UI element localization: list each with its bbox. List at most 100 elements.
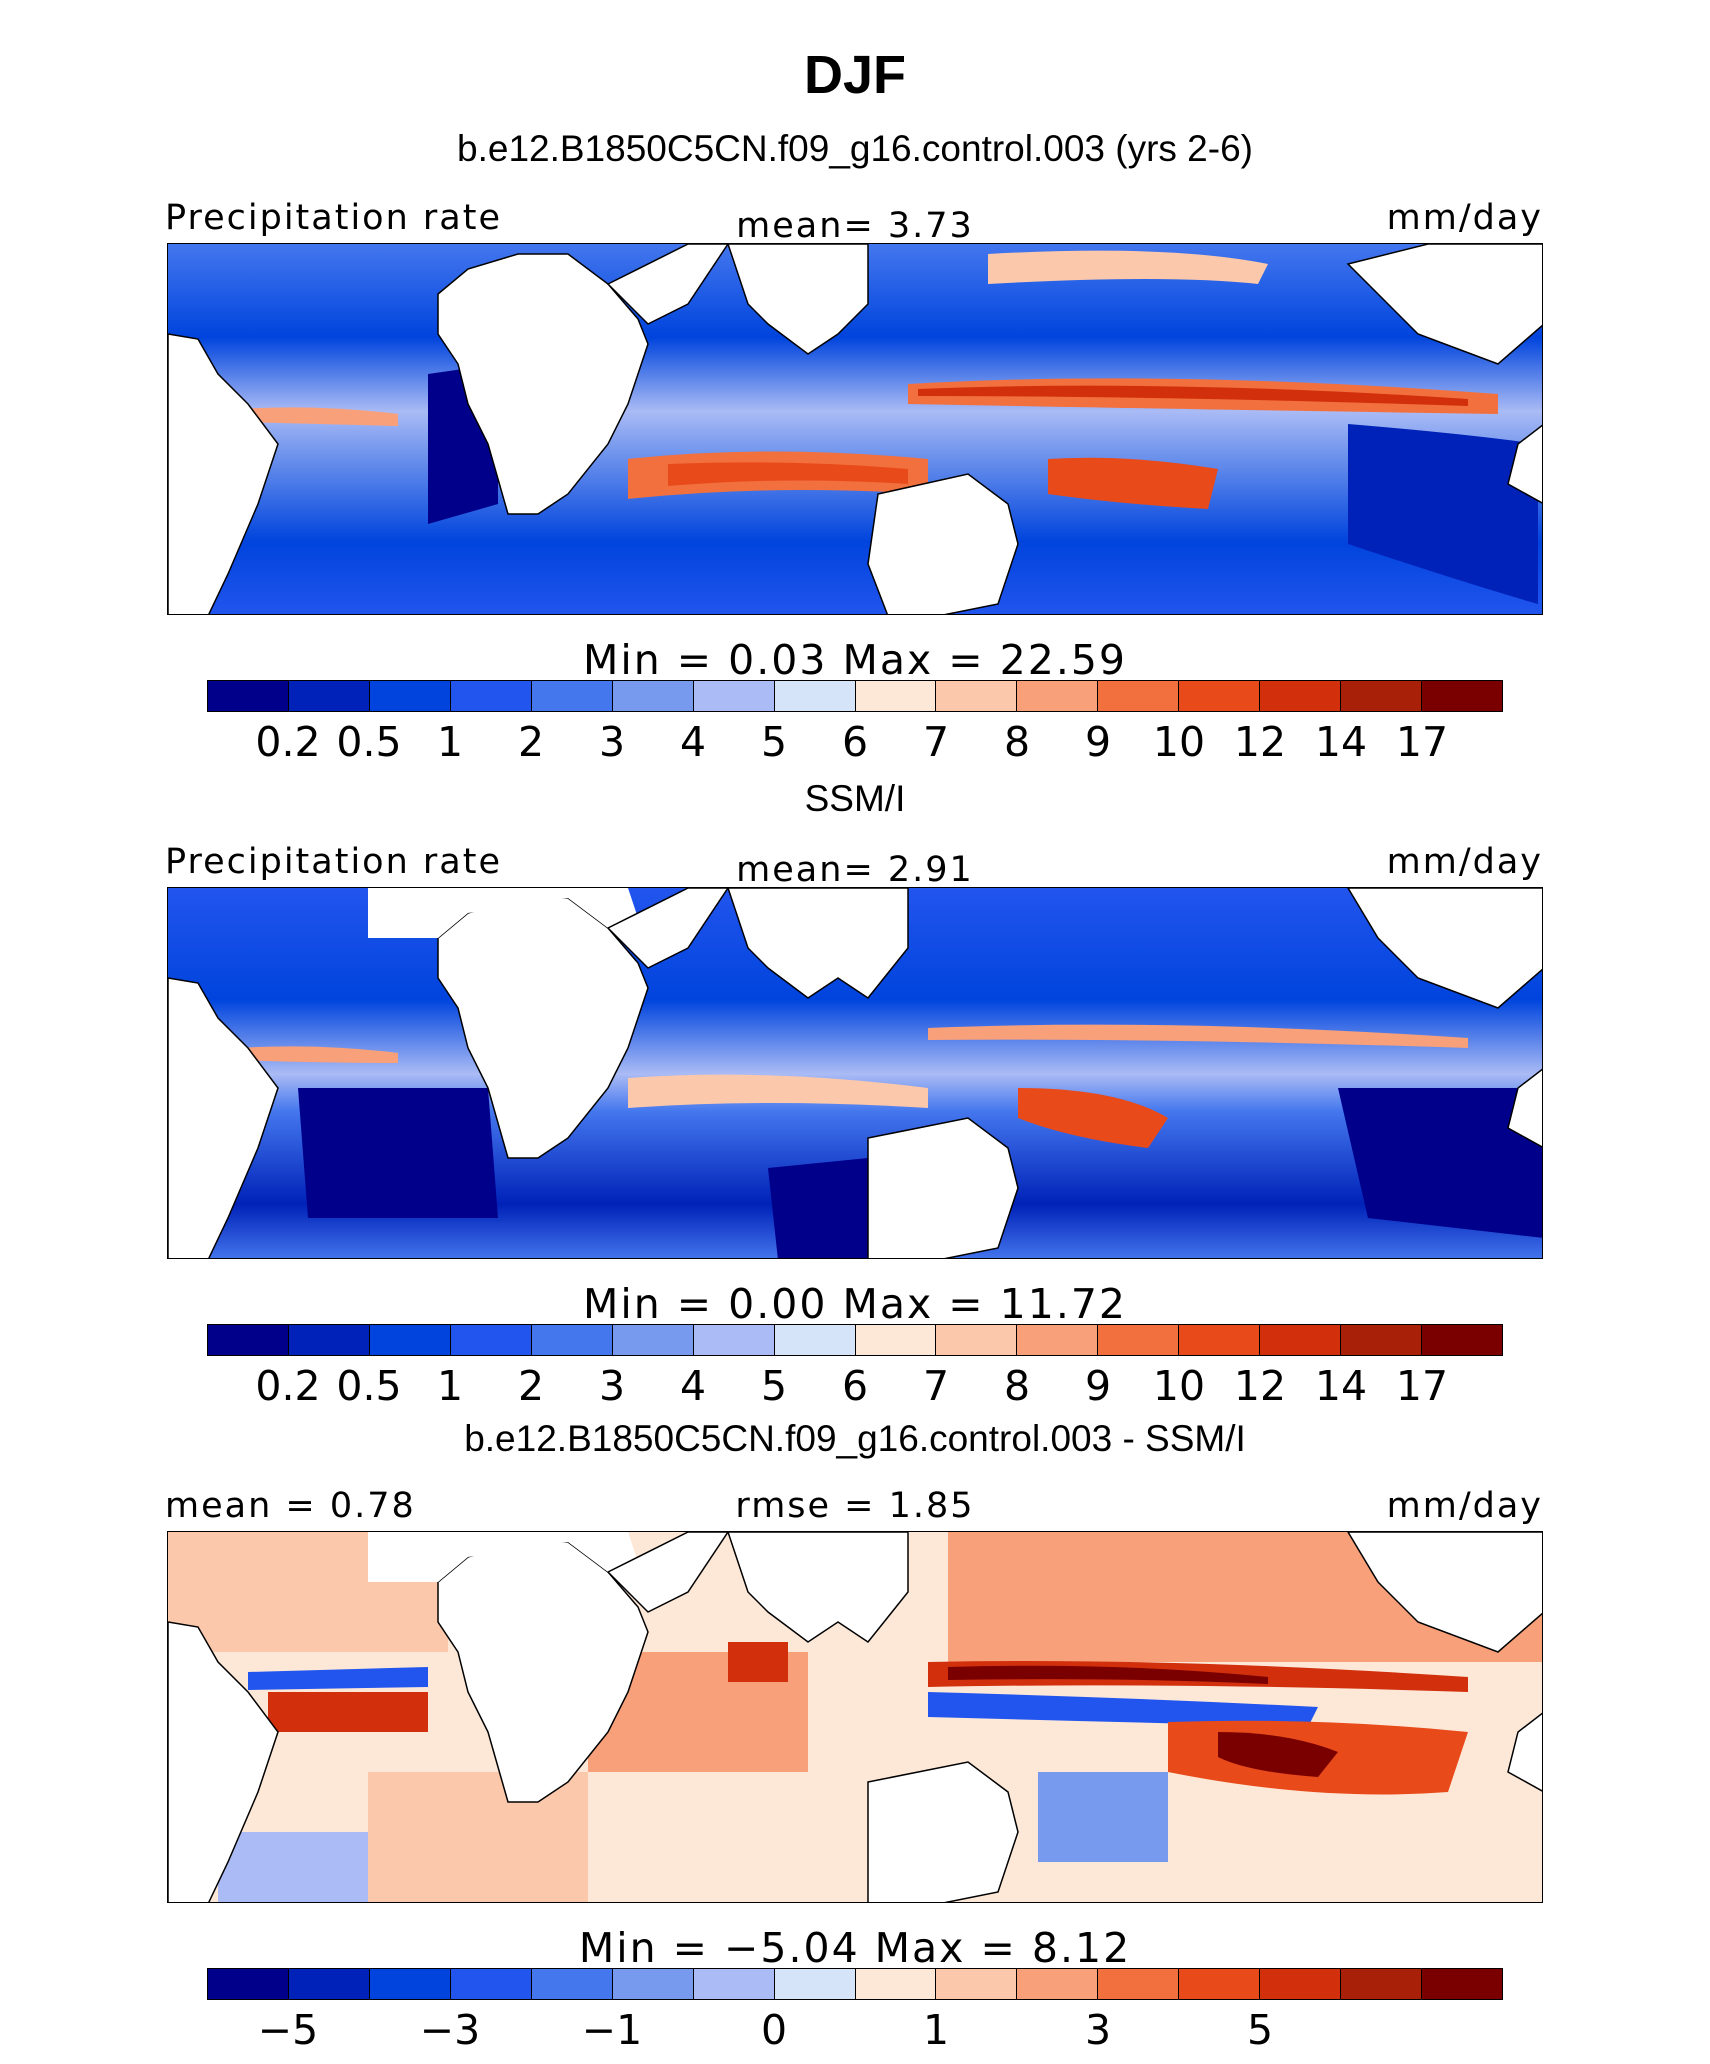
- colorbar-tick-label: 4: [679, 1362, 707, 1410]
- colorbar-swatch: [1341, 1325, 1423, 1355]
- colorbar-tick-label: 4: [679, 718, 707, 766]
- colorbar-swatch: [1260, 681, 1342, 711]
- panel-rmse-label: rmse = 1.85: [735, 1486, 975, 1526]
- colorbar-swatch: [693, 681, 775, 711]
- panel-mean-label: mean= 2.91: [736, 850, 974, 890]
- colorbar-swatch: [1179, 1969, 1261, 1999]
- colorbar-swatch: [774, 681, 856, 711]
- map-model: [167, 243, 1543, 615]
- colorbar-swatch: [531, 681, 613, 711]
- panel-left-label: Precipitation rate: [165, 198, 502, 238]
- colorbar-swatch: [1422, 681, 1502, 711]
- map-difference: [167, 1531, 1543, 1903]
- panel-title: SSM/I: [804, 778, 906, 819]
- colorbar-swatch: [936, 681, 1018, 711]
- colorbar-swatch: [1260, 1325, 1342, 1355]
- colorbar-tick-label: 6: [841, 718, 869, 766]
- colorbar-tick-label: −1: [581, 2006, 643, 2054]
- panel-units-label: mm/day: [1386, 1486, 1543, 1526]
- colorbar-tick-label: 2: [517, 1362, 545, 1410]
- season-title: DJF: [803, 45, 907, 105]
- colorbar-swatch: [855, 681, 937, 711]
- colorbar-tick-label: 17: [1395, 1362, 1449, 1410]
- colorbar-tick-label: 5: [760, 718, 788, 766]
- colorbar-tick-label: 14: [1314, 1362, 1368, 1410]
- colorbar-swatch: [1017, 1969, 1099, 1999]
- colorbar-tick-label: 17: [1395, 718, 1449, 766]
- colorbar-swatch: [693, 1325, 775, 1355]
- colorbar-swatch: [1179, 1325, 1261, 1355]
- colorbar-swatch: [612, 681, 694, 711]
- colorbar-tick-label: 9: [1084, 1362, 1112, 1410]
- colorbar-swatch: [1422, 1325, 1502, 1355]
- colorbar-tick-label: 7: [922, 718, 950, 766]
- colorbar-tick-label: 14: [1314, 718, 1368, 766]
- panel-left-label: Precipitation rate: [165, 842, 502, 882]
- colorbar-stats: Min = −5.04 Max = 8.12: [578, 1924, 1132, 1972]
- panel-units-label: mm/day: [1386, 198, 1543, 238]
- colorbar-swatch: [369, 1969, 451, 1999]
- map-plot: [168, 1532, 1542, 1902]
- colorbar-stats: Min = 0.00 Max = 11.72: [582, 1280, 1128, 1328]
- colorbar-swatch: [774, 1969, 856, 1999]
- colorbar-swatch: [531, 1325, 613, 1355]
- colorbar-tick-label: 0.2: [255, 718, 321, 766]
- colorbar-swatch: [1341, 681, 1423, 711]
- colorbar-swatch: [1098, 681, 1180, 711]
- colorbar-tick-label: 12: [1233, 718, 1287, 766]
- colorbar-tick-label: 9: [1084, 718, 1112, 766]
- colorbar-tick-label: 0: [760, 2006, 788, 2054]
- colorbar-tick-label: 0.5: [336, 718, 402, 766]
- colorbar-swatch: [1422, 1969, 1502, 1999]
- colorbar-tick-label: 2: [517, 718, 545, 766]
- colorbar-tick-label: 12: [1233, 1362, 1287, 1410]
- colorbar-swatch: [855, 1969, 937, 1999]
- colorbar: [207, 1324, 1503, 1356]
- colorbar-tick-label: 10: [1152, 718, 1206, 766]
- colorbar-swatch: [450, 1325, 532, 1355]
- colorbar-swatch: [208, 1325, 289, 1355]
- colorbar-stats: Min = 0.03 Max = 22.59: [582, 636, 1128, 684]
- colorbar-swatch: [208, 681, 289, 711]
- colorbar-tick-label: 0.2: [255, 1362, 321, 1410]
- model-title: b.e12.B1850C5CN.f09_g16.control.003 (yrs…: [457, 128, 1253, 169]
- colorbar-tick-label: 1: [436, 718, 464, 766]
- panel-mean-label: mean = 0.78: [165, 1486, 416, 1526]
- map-plot: [168, 244, 1542, 614]
- colorbar-swatch: [450, 681, 532, 711]
- colorbar-tick-label: 5: [1246, 2006, 1274, 2054]
- colorbar-tick-label: 3: [598, 718, 626, 766]
- colorbar-tick-label: 1: [436, 1362, 464, 1410]
- colorbar-swatch: [1017, 1325, 1099, 1355]
- colorbar-tick-label: 8: [1003, 1362, 1031, 1410]
- colorbar-tick-label: 7: [922, 1362, 950, 1410]
- colorbar-swatch: [208, 1969, 289, 1999]
- colorbar-tick-label: 3: [1084, 2006, 1112, 2054]
- colorbar-swatch: [855, 1325, 937, 1355]
- colorbar-swatch: [693, 1969, 775, 1999]
- colorbar-tick-label: 8: [1003, 718, 1031, 766]
- colorbar-tick-label: 10: [1152, 1362, 1206, 1410]
- panel-mean-label: mean= 3.73: [736, 206, 974, 246]
- panel-units-label: mm/day: [1386, 842, 1543, 882]
- panel-title: b.e12.B1850C5CN.f09_g16.control.003 - SS…: [464, 1418, 1246, 1459]
- colorbar-swatch: [288, 1969, 370, 1999]
- colorbar-swatch: [369, 681, 451, 711]
- colorbar-swatch: [612, 1325, 694, 1355]
- colorbar-swatch: [288, 1325, 370, 1355]
- map-plot: [168, 888, 1542, 1258]
- colorbar-tick-label: 1: [922, 2006, 950, 2054]
- map-observations: [167, 887, 1543, 1259]
- colorbar-tick-label: 6: [841, 1362, 869, 1410]
- colorbar-swatch: [531, 1969, 613, 1999]
- colorbar-swatch: [774, 1325, 856, 1355]
- colorbar-swatch: [1179, 681, 1261, 711]
- colorbar: [207, 680, 1503, 712]
- colorbar-tick-label: 5: [760, 1362, 788, 1410]
- colorbar-tick-label: 0.5: [336, 1362, 402, 1410]
- colorbar-swatch: [1341, 1969, 1423, 1999]
- colorbar: [207, 1968, 1503, 2000]
- colorbar-swatch: [612, 1969, 694, 1999]
- colorbar-swatch: [1017, 681, 1099, 711]
- colorbar-swatch: [936, 1325, 1018, 1355]
